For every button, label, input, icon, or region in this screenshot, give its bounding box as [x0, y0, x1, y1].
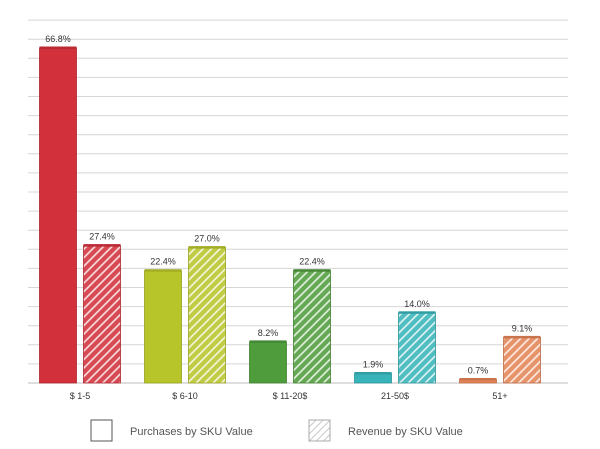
data-label-purchases-5: 0.7% — [468, 366, 489, 376]
bar-purchases-2 — [144, 270, 182, 384]
bar-revenue-1 — [83, 245, 121, 384]
data-label-purchases-3: 8.2% — [258, 328, 279, 338]
bars — [39, 46, 541, 384]
data-label-revenue-3: 22.4% — [299, 257, 325, 267]
bar-top-rim — [459, 378, 497, 381]
bar-revenue-4 — [398, 312, 436, 384]
data-label-purchases-2: 22.4% — [150, 257, 176, 267]
bar-top-rim — [249, 340, 287, 343]
bar-top-rim — [39, 46, 77, 49]
x-tick-label-5: 51+ — [492, 391, 507, 401]
legend-item-revenue: Revenue by SKU Value — [308, 419, 463, 442]
data-label-revenue-2: 27.0% — [194, 234, 220, 244]
legend-swatch-hatched — [308, 419, 331, 442]
x-axis-tick-labels: $ 1-5 $ 6-10 $ 11-20$ 21-50$ 51+ — [70, 391, 508, 401]
legend-label-revenue: Revenue by SKU Value — [348, 426, 463, 438]
bar-top-rim — [503, 335, 541, 339]
bar-top-rim — [83, 244, 121, 247]
bar-purchases-4 — [354, 373, 392, 384]
legend: Purchases by SKU Value Revenue by SKU Va… — [90, 419, 463, 442]
bar-top-rim — [398, 311, 436, 314]
data-label-purchases-1: 66.8% — [45, 34, 71, 44]
x-tick-label-1: $ 1-5 — [70, 391, 91, 401]
data-label-revenue-5: 9.1% — [512, 323, 533, 333]
bar-top-rim — [354, 372, 392, 375]
x-tick-label-4: 21-50$ — [381, 391, 409, 401]
bar-top-rim — [293, 269, 331, 272]
legend-swatch-solid — [90, 419, 113, 442]
bar-purchases-1 — [39, 47, 77, 384]
data-label-purchases-4: 1.9% — [363, 360, 384, 370]
legend-item-purchases: Purchases by SKU Value — [90, 419, 253, 442]
data-label-revenue-1: 27.4% — [89, 232, 115, 242]
x-tick-label-2: $ 6-10 — [172, 391, 198, 401]
bar-revenue-3 — [293, 270, 331, 384]
data-labels: 66.8% 27.4% 22.4% 27.0% 8.2% 22.4% 1.9% 14.0% 0.… — [45, 34, 532, 376]
bar-top-rim — [188, 246, 226, 249]
bar-purchases-3 — [249, 341, 287, 384]
x-tick-label-3: $ 11-20$ — [273, 391, 308, 401]
bar-revenue-2 — [188, 247, 226, 384]
bar-revenue-5 — [503, 336, 541, 384]
legend-label-purchases: Purchases by SKU Value — [130, 426, 253, 438]
bar-top-rim — [144, 269, 182, 272]
data-label-revenue-4: 14.0% — [404, 299, 430, 309]
